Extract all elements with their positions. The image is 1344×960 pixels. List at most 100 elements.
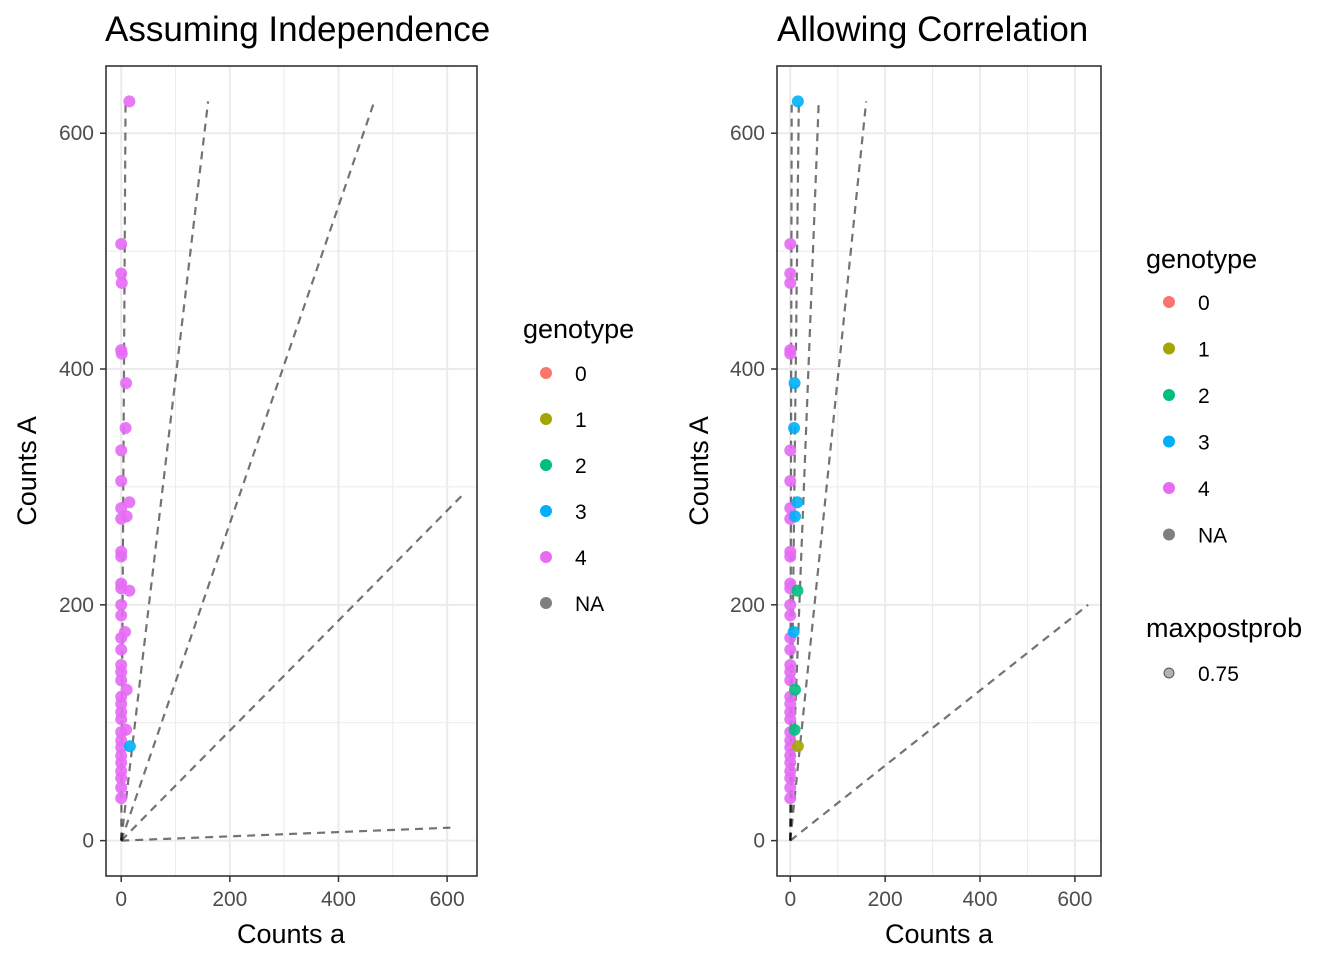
data-point-genotype-2 [791,584,804,597]
legend-key-4 [540,551,552,563]
y-tick-label: 600 [59,122,94,145]
x-tick-label: 400 [321,888,356,911]
y-tick-label: 600 [730,122,765,145]
data-point-genotype-4 [115,781,128,794]
reference-lines [789,101,1089,842]
reference-line [120,101,210,841]
data-point-genotype-4 [115,512,128,525]
data-point-genotype-4 [115,756,128,769]
legend-label: 0 [575,363,587,386]
legend-key-0 [540,367,552,379]
data-point-genotype-4 [784,609,797,622]
plot-border [105,65,478,877]
reference-line [120,101,127,841]
legend-genotype-left: genotype 0 1 2 3 4 NA [523,314,634,616]
data-point-genotype-4 [115,674,128,687]
y-tick-label: 400 [59,358,94,381]
legend-key-3 [540,505,552,517]
reference-line [789,101,868,841]
y-tick-label: 0 [82,830,94,853]
chart-title: Assuming Independence [105,10,490,49]
size-legend-key [1163,667,1175,679]
data-point-genotype-4 [123,584,136,597]
x-axis-title: Counts a [237,919,346,949]
legend-key-1 [540,413,552,425]
x-tick-label: 0 [115,888,127,911]
plot-background [106,66,477,876]
y-axis-title: Counts A [12,416,42,526]
data-point-genotype-4 [115,792,128,805]
legend-label: 0 [1198,292,1210,315]
reference-line [120,101,376,841]
legend-label: 1 [1198,339,1210,362]
legend-label: 1 [575,409,587,432]
data-point-genotype-4 [784,475,797,488]
legend-key-2 [540,459,552,471]
x-tick-label: 200 [868,888,903,911]
data-point-genotype-4 [784,781,797,794]
legend-key-4 [1163,482,1175,494]
data-point-genotype-4 [784,772,797,785]
legend-key-0 [1163,296,1175,308]
y-tick-label: 0 [753,830,765,853]
legend-key-1 [1163,342,1175,355]
legend-genotype-right: genotype 0 1 2 3 4 NA maxpostprob 0.75 [1146,244,1302,686]
legend-label: 2 [575,455,587,478]
y-tick-label: 200 [730,594,765,617]
y-tick-label: 200 [59,594,94,617]
data-point-genotype-4 [115,666,128,679]
data-point-genotype-4 [784,674,797,687]
legend-key-3 [1163,435,1175,448]
data-point-genotype-4 [115,550,128,563]
data-point-genotype-4 [784,792,797,805]
y-axis-title: Counts A [684,416,714,526]
data-point-genotype-3 [791,95,804,108]
reference-line [120,494,464,842]
legend-label: 3 [1198,432,1210,455]
legend-key-NA [540,597,552,609]
data-point-genotype-4 [784,598,797,611]
data-point-genotype-4 [115,713,128,726]
legend-key-2 [1163,389,1175,401]
data-point-genotype-4 [115,631,128,644]
data-point-genotype-4 [123,95,136,108]
chart-title: Allowing Correlation [777,10,1088,49]
data-point-genotype-4 [784,276,797,289]
y-tick-labels: 0 200 400 600 [59,122,106,853]
y-tick-labels: 0 200 400 600 [730,122,777,853]
grid-lines [777,66,1101,876]
data-point-genotype-4 [784,756,797,769]
data-point-genotype-4 [115,772,128,785]
data-point-genotype-3 [791,496,804,509]
x-tick-label: 600 [1057,888,1092,911]
reference-line [789,101,800,841]
data-points [784,95,804,805]
plot-background [777,66,1101,876]
data-point-genotype-4 [115,643,128,656]
x-axis-title: Counts a [885,919,994,949]
legend-title: genotype [1146,244,1257,274]
reference-line [789,101,793,841]
data-point-genotype-2 [788,723,801,736]
data-point-genotype-4 [115,267,128,280]
data-point-genotype-1 [791,740,804,753]
data-point-genotype-3 [788,377,801,390]
data-point-genotype-2 [789,683,802,696]
data-point-genotype-4 [784,267,797,280]
x-tick-labels: 0 200 400 600 [115,876,465,911]
data-point-genotype-3 [123,740,136,753]
data-point-genotype-4 [115,238,128,251]
legend-label: NA [1198,525,1227,548]
data-point-genotype-4 [784,444,797,457]
x-tick-label: 400 [963,888,998,911]
data-point-genotype-4 [784,347,797,360]
data-point-genotype-4 [784,666,797,679]
legend-label: 2 [1198,385,1210,408]
data-points [115,95,136,805]
panel-assuming-independence: Assuming Independence 0 200 400 600 0 200 400… [12,10,490,949]
reference-line [789,101,820,841]
legend-label: 4 [575,547,587,570]
data-point-genotype-4 [115,276,128,289]
data-point-genotype-4 [784,713,797,726]
